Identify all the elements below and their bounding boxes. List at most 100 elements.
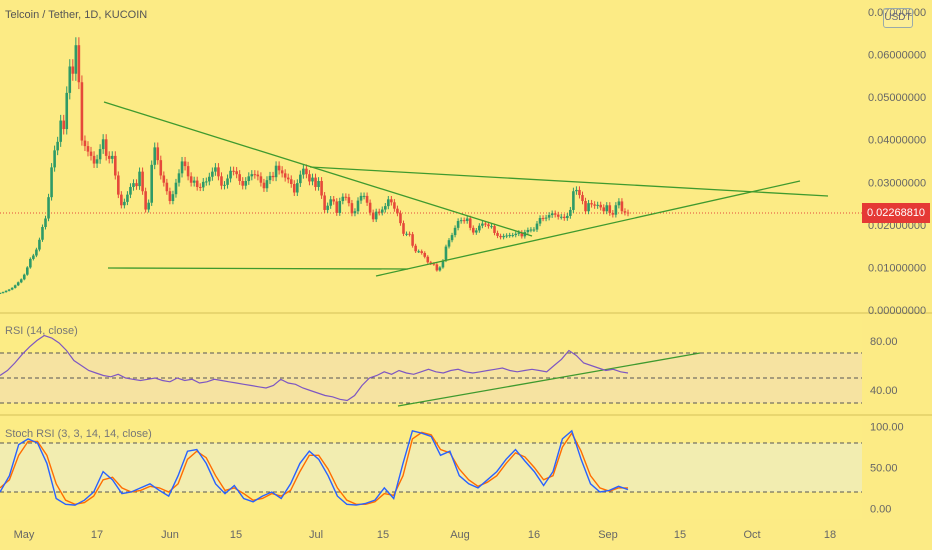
price-axis[interactable]: 0.070000000.060000000.050000000.04000000… [868,7,926,317]
candle [198,183,202,192]
candle [365,192,369,206]
candle [383,203,387,213]
candle [204,177,208,186]
time-tick-label: 15 [377,529,389,541]
candle [302,164,305,179]
candle [584,197,587,215]
candle [229,166,232,183]
candle [177,169,181,187]
candle [53,145,56,172]
candle [599,201,602,211]
candle [611,210,615,218]
candle [596,201,599,209]
time-axis[interactable]: May 17 Jun 15 Jul 15 Aug 16 Sep 15 Oct 18 [14,529,837,541]
candle [520,230,524,239]
candle [362,192,366,200]
candle [220,172,223,190]
time-tick-label: 15 [674,529,686,541]
candle [38,237,41,252]
candle [556,211,560,220]
candle [323,192,326,213]
candle [186,161,190,181]
candle [566,213,569,221]
candle [150,160,153,206]
candle [277,161,281,175]
candle [456,218,460,231]
stoch-k-line [0,429,629,506]
candle [50,163,53,201]
candle [344,193,348,201]
candle [280,166,284,178]
candle [320,177,323,199]
time-tick-label: Jul [309,529,323,541]
candle [332,195,336,205]
candle [578,186,581,199]
stoch-rsi-label[interactable]: Stoch RSI (3, 3, 14, 14, close) [5,428,152,440]
rsi-band-lines [0,352,862,404]
candle [156,142,160,165]
trendlines[interactable] [103,101,829,407]
price-tick-label: 0.03000000 [868,177,926,189]
candle [581,191,584,205]
candle [529,227,533,233]
stoch-tick-label: 50.00 [870,463,898,475]
rsi-label[interactable]: RSI (14, close) [5,325,78,337]
candle [144,187,147,213]
rsi-tick-label: 40.00 [870,385,898,397]
candle [411,231,414,248]
candle [405,231,408,237]
candle [123,198,126,209]
stoch-axis[interactable]: 100.00 50.00 0.00 [870,422,904,516]
candle [44,215,47,230]
candle [350,199,354,217]
candle [86,141,90,157]
candle [377,208,381,216]
candle [92,151,96,168]
candle [626,209,630,217]
candle [514,231,518,238]
candle [517,230,521,237]
candle [171,190,175,205]
candle [417,249,420,254]
candle [141,167,144,195]
candle [129,183,132,199]
rsi-axis[interactable]: 80.00 40.00 [870,336,898,397]
candle [353,208,357,217]
candle [26,266,29,276]
time-tick-label: Oct [743,529,760,541]
candle [95,154,99,168]
candle [98,144,102,164]
candle [541,215,545,222]
candle [41,224,44,242]
candle [180,156,184,178]
candle [47,193,50,222]
candle [423,251,427,259]
candle [465,215,469,224]
candle [590,199,593,208]
time-tick-label: 16 [528,529,540,541]
candle [104,134,108,161]
candle [223,181,226,190]
candle [374,208,378,223]
candle [19,278,23,284]
candle [526,227,530,235]
candle [511,232,515,238]
candle [544,214,548,222]
candle [329,195,332,209]
candle [274,161,278,182]
candle [232,166,235,176]
time-tick-label: Aug [450,529,470,541]
candle [617,198,621,209]
candle [68,59,72,100]
candle [341,193,345,205]
candle [250,170,254,181]
trendline-support-bottom [107,267,409,270]
price-tick-label: 0.04000000 [868,135,926,147]
candle [101,134,105,154]
candle [162,171,166,187]
candle [89,146,93,161]
candle [444,244,448,263]
candle [132,179,135,191]
currency-button[interactable]: USDT [883,8,913,28]
